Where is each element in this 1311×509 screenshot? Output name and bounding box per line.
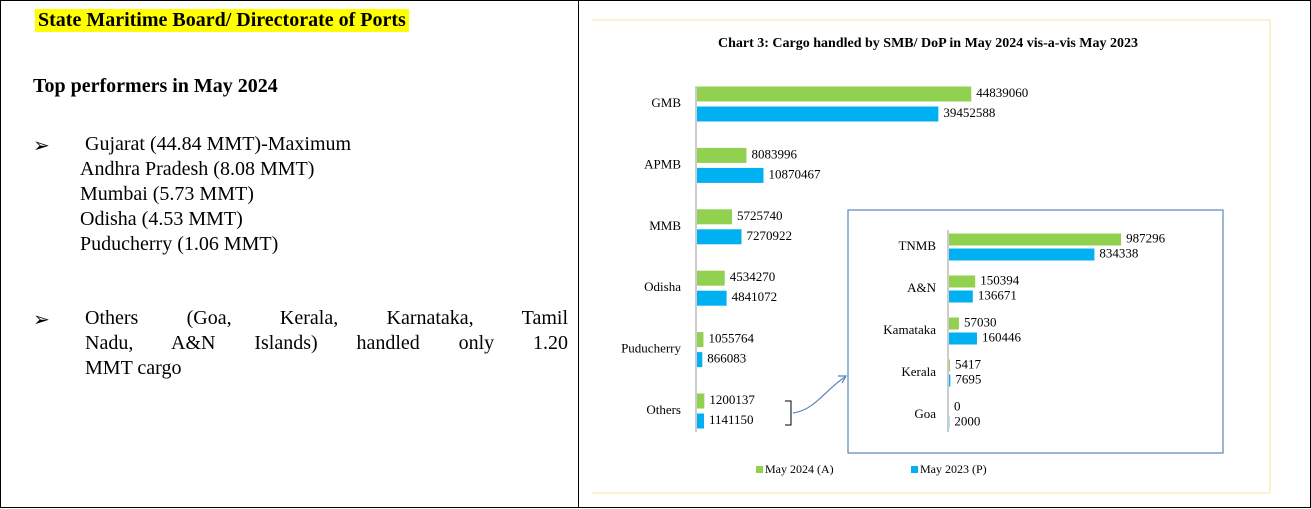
- category-label: MMB: [649, 218, 681, 233]
- bar: [949, 359, 950, 372]
- category-label: Others: [646, 402, 681, 417]
- legend-swatch: [911, 466, 918, 473]
- data-label: 2000: [954, 413, 980, 428]
- inset-box: [847, 209, 1224, 454]
- data-label: 4841072: [732, 289, 778, 304]
- chart-title: Chart 3: Cargo handled by SMB/ DoP in Ma…: [718, 36, 1138, 51]
- bar: [697, 86, 972, 102]
- bar: [697, 352, 703, 368]
- data-label: 8083996: [751, 146, 797, 161]
- legend-swatch: [756, 466, 763, 473]
- chart-frame: [592, 19, 1271, 494]
- data-label: 5725740: [737, 208, 783, 223]
- data-label: 150394: [980, 272, 1020, 287]
- bar: [697, 167, 764, 183]
- bar: [949, 233, 1122, 246]
- data-label: 866083: [707, 351, 746, 366]
- subheading: Top performers in May 2024: [33, 75, 278, 97]
- bar: [697, 270, 725, 286]
- data-label: 5417: [955, 356, 982, 371]
- line: Gujarat (44.84 MMT)-Maximum: [85, 133, 352, 155]
- category-label: Kamataka: [883, 322, 936, 337]
- line: Puducherry (1.06 MMT): [80, 233, 279, 255]
- bar: [697, 106, 939, 122]
- bar: [697, 332, 704, 348]
- bar: [697, 290, 727, 306]
- category-label: Goa: [914, 406, 936, 421]
- data-label: 1200137: [709, 392, 755, 407]
- bar: [949, 332, 977, 345]
- bar: [949, 275, 976, 288]
- data-label: 834338: [1099, 245, 1138, 260]
- data-label: 57030: [964, 314, 997, 329]
- bar: [697, 209, 733, 225]
- data-label: 1141150: [709, 412, 754, 427]
- bracket: [785, 400, 792, 426]
- bar: [697, 229, 742, 245]
- data-label: 1055764: [708, 331, 754, 346]
- bar: [949, 290, 973, 303]
- line: MMT cargo: [85, 357, 182, 379]
- data-label: 160446: [982, 329, 1022, 344]
- line: Andhra Pradesh (8.08 MMT): [80, 158, 315, 180]
- bar: [949, 248, 1095, 261]
- data-label: 4534270: [730, 269, 776, 284]
- data-label: 44839060: [976, 85, 1028, 100]
- data-label: 0: [954, 398, 961, 413]
- category-label: Puducherry: [621, 341, 681, 356]
- bullet-icon: ➢: [33, 135, 50, 157]
- bar: [949, 374, 951, 387]
- category-label: A&N: [907, 280, 937, 295]
- bar: [697, 147, 747, 163]
- data-label: 7270922: [746, 228, 792, 243]
- bar: [697, 413, 704, 429]
- data-label: 136671: [978, 287, 1017, 302]
- line: Nadu, A&N Islands) handled only 1.20: [85, 332, 568, 354]
- bar: [949, 317, 959, 330]
- bullet-icon: ➢: [33, 309, 50, 331]
- legend-label: May 2023 (P): [920, 462, 987, 476]
- data-label: 10870467: [768, 166, 821, 181]
- category-label: Kerala: [901, 364, 936, 379]
- arrow: [792, 376, 846, 414]
- category-label: TNMB: [898, 238, 936, 253]
- data-label: 987296: [1126, 230, 1166, 245]
- data-label: 7695: [955, 371, 981, 386]
- category-label: APMB: [644, 156, 681, 171]
- data-label: 39452588: [943, 105, 995, 120]
- line: Mumbai (5.73 MMT): [80, 183, 254, 205]
- line: Others (Goa, Kerala, Karnataka, Tamil: [85, 307, 568, 329]
- category-label: GMB: [651, 95, 681, 110]
- bar: [697, 393, 705, 409]
- line: Odisha (4.53 MMT): [80, 208, 243, 230]
- category-label: Odisha: [644, 279, 681, 294]
- arrow-head: [838, 375, 848, 384]
- header: State Maritime Board/ Directorate of Por…: [35, 9, 409, 32]
- legend-label: May 2024 (A): [765, 462, 834, 476]
